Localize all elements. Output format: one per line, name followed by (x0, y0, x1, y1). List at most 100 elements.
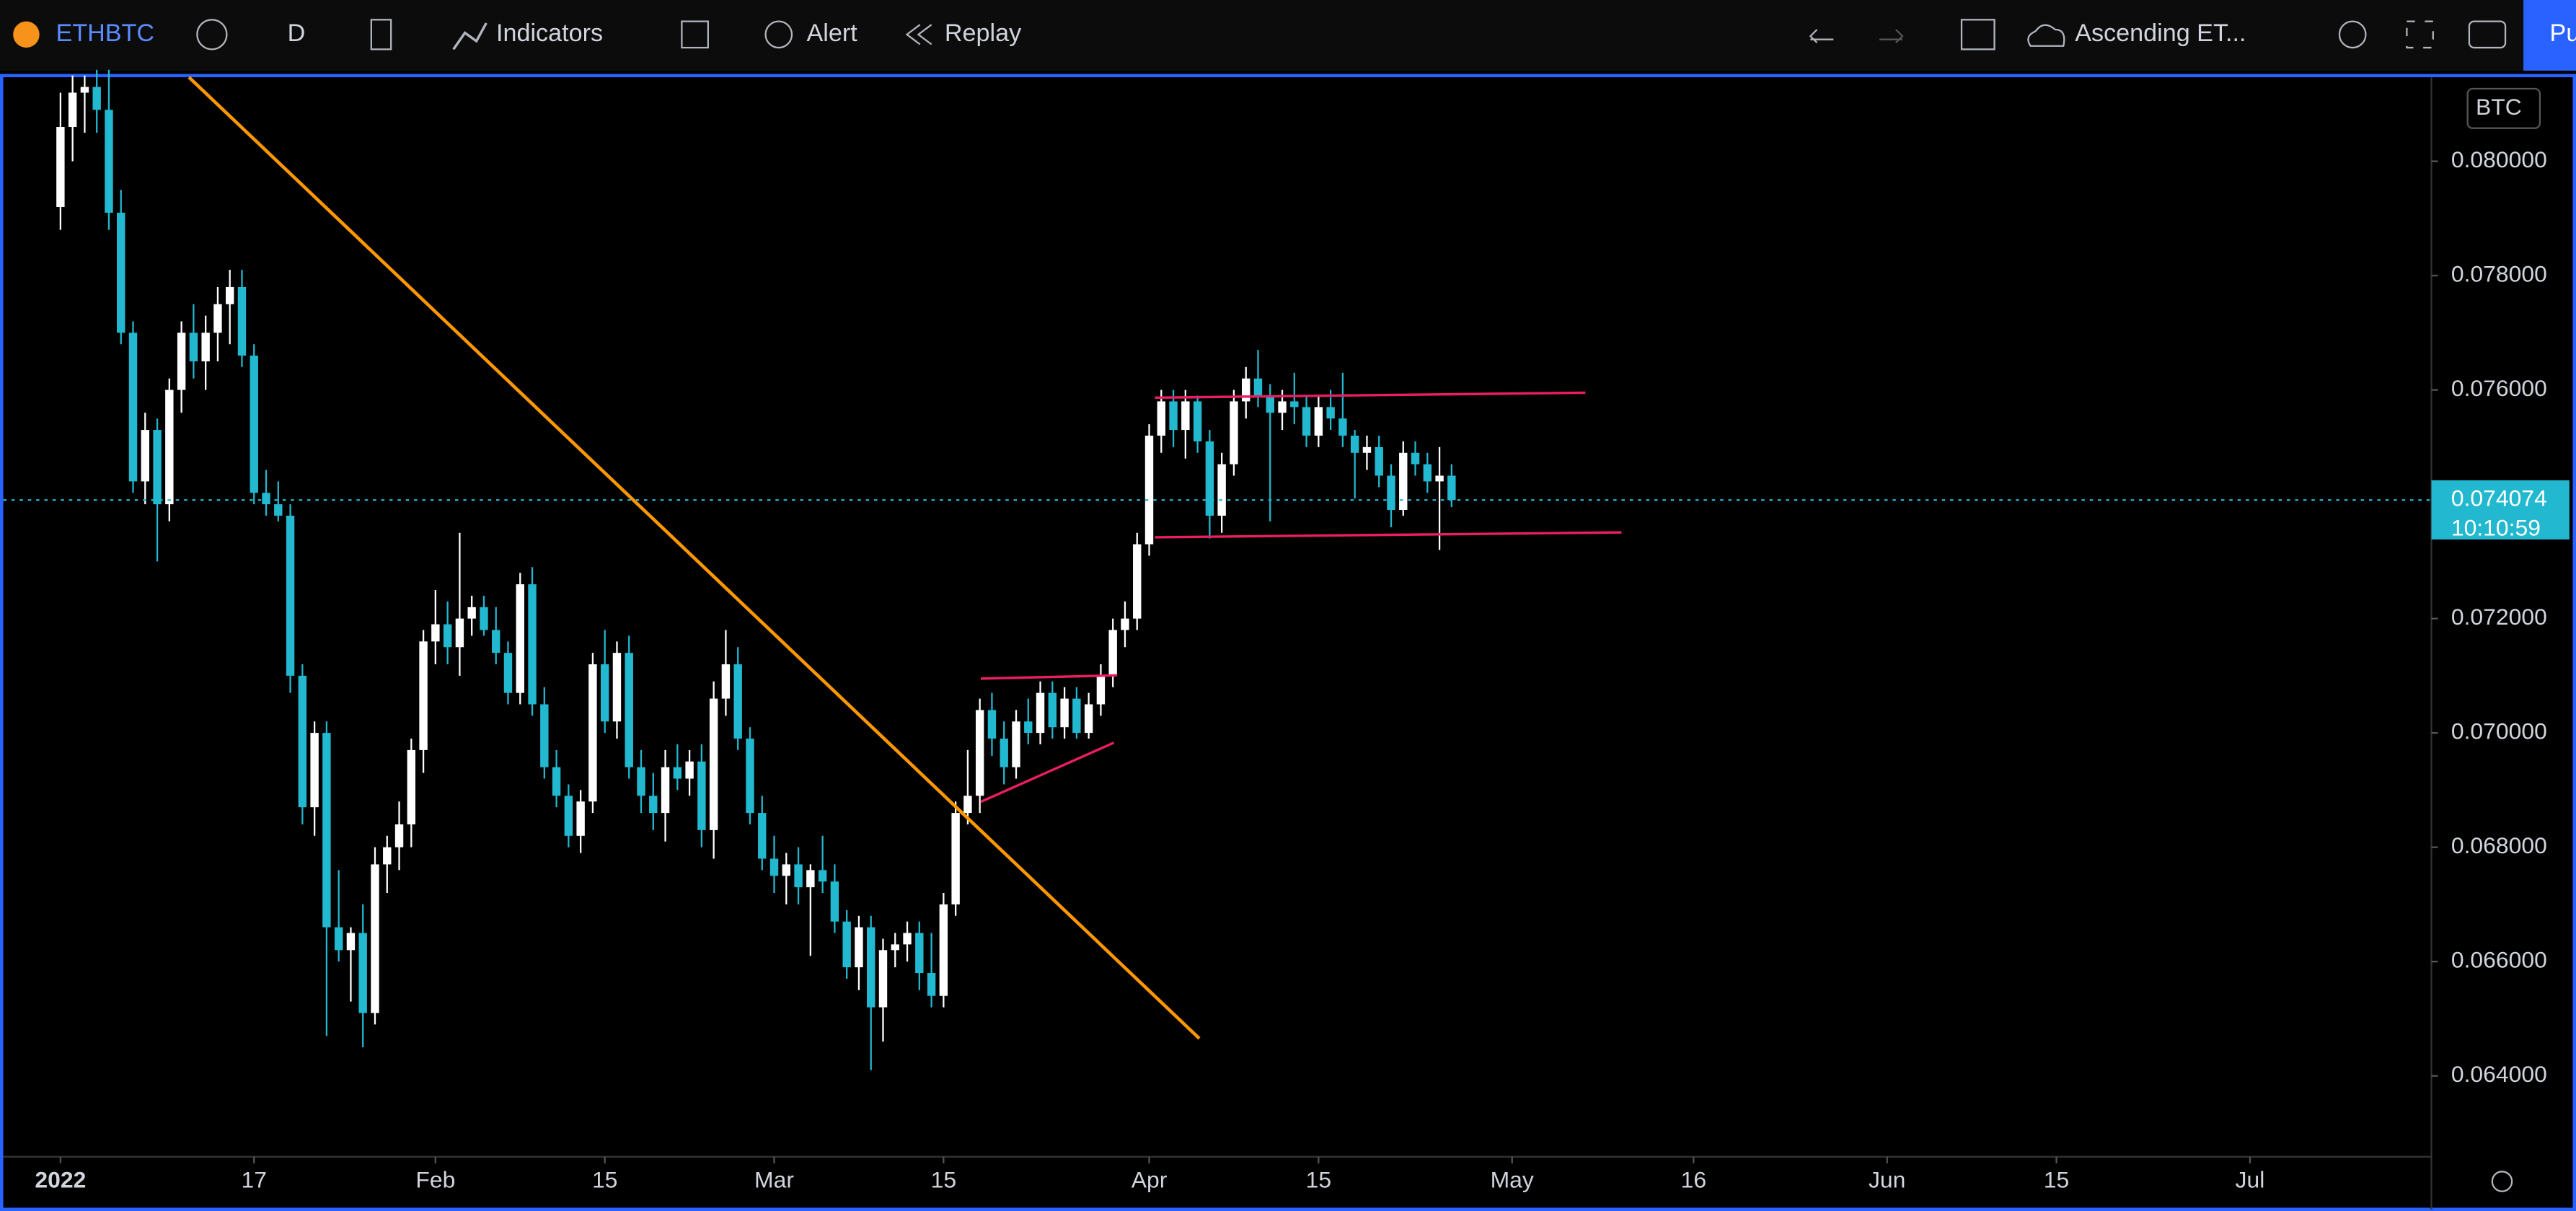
candle-body (576, 801, 585, 836)
candle-body (1060, 698, 1069, 728)
candle-body (794, 864, 803, 888)
candle-body (1290, 401, 1299, 408)
y-tick-label: 0.064000 (2451, 1061, 2547, 1087)
candle-body (492, 630, 500, 653)
x-tick-label: 15 (931, 1166, 956, 1192)
candle-body (1350, 436, 1359, 453)
candle-body (1375, 446, 1383, 476)
candle-body (1314, 407, 1323, 436)
indicators-icon (452, 22, 488, 50)
candle-body (673, 767, 682, 779)
candle-body (685, 761, 694, 779)
settings-icon[interactable] (2338, 20, 2367, 49)
candle-body (274, 504, 283, 516)
candle-body (552, 767, 561, 796)
x-tick-label: Mar (754, 1166, 794, 1192)
candle-body (878, 950, 888, 1008)
interval[interactable]: D (288, 19, 306, 47)
publish-button[interactable] (2523, 0, 2576, 71)
trendline (980, 674, 1118, 680)
currency-button[interactable] (2466, 87, 2541, 129)
candle-body (1133, 544, 1142, 619)
candle-body (503, 653, 513, 693)
y-tick-label: 0.066000 (2451, 947, 2547, 973)
fullscreen-icon[interactable] (2406, 20, 2434, 49)
toolbar: ETHBTC D Indicators Alert Replay Ascendi… (0, 0, 2576, 71)
indicators[interactable]: Indicators (496, 19, 603, 47)
candle-body (612, 653, 622, 722)
candle-body (286, 515, 295, 676)
candle-body (818, 870, 827, 882)
x-tick-label: May (1491, 1166, 1534, 1192)
candle-body (1326, 407, 1335, 419)
candle-body (225, 286, 234, 304)
alert[interactable]: Alert (807, 19, 858, 47)
candle-body (394, 824, 404, 847)
candle-body (165, 389, 174, 505)
candle-body (528, 584, 537, 705)
x-tick-label: Apr (1132, 1166, 1168, 1192)
countdown: 10:10:59 (2451, 515, 2541, 541)
axis-settings-icon[interactable] (2491, 1171, 2513, 1192)
candle-body (383, 847, 392, 865)
candle-body (334, 927, 343, 951)
y-tick-label: 0.080000 (2451, 146, 2547, 172)
layout-icon[interactable] (1960, 19, 1995, 50)
cloud-icon (2027, 24, 2065, 47)
replay[interactable]: Replay (945, 19, 1022, 47)
y-tick-label: 0.078000 (2451, 261, 2547, 287)
x-tick-label: Jul (2236, 1166, 2265, 1192)
candle-body (842, 921, 851, 968)
trendline (188, 76, 1201, 1040)
templates-icon[interactable] (681, 20, 709, 49)
candle-body (105, 110, 113, 213)
candle-body (250, 356, 258, 493)
undo-icon[interactable] (1809, 29, 1834, 44)
candle-body (830, 881, 839, 922)
candle-body (1230, 401, 1238, 464)
trendline (980, 741, 1115, 803)
layout-name[interactable]: Ascending ET... (2075, 19, 2246, 47)
candle-body (1012, 721, 1020, 767)
candle-body (346, 933, 356, 951)
add-icon[interactable] (196, 19, 228, 50)
replay-icon (905, 24, 932, 45)
x-tick-label: Feb (415, 1166, 455, 1192)
y-tick-label: 0.076000 (2451, 375, 2547, 401)
chart-type-icon[interactable] (370, 19, 392, 50)
candle-body (987, 710, 997, 739)
candle-body (855, 927, 863, 968)
candle-body (431, 624, 440, 642)
candle-body (1435, 475, 1444, 482)
candle-body (564, 796, 573, 836)
candle-body (298, 675, 307, 808)
candle-body (1423, 464, 1432, 482)
candle-body (927, 973, 936, 996)
candle-body (1096, 675, 1106, 705)
symbol[interactable]: ETHBTC (56, 19, 154, 47)
redo-icon[interactable] (1879, 29, 1904, 44)
plot: 0.064000 0.066000 0.068000 0.070000 0.072000… (3, 69, 2570, 1192)
symbol-icon (13, 21, 40, 48)
screenshot-icon[interactable] (2468, 20, 2507, 49)
candle-body (141, 430, 149, 482)
toolbar-bg (0, 0, 2576, 71)
candle-body (1411, 452, 1420, 464)
candle-body (1036, 692, 1045, 734)
candle-body (758, 813, 767, 859)
candle-body (915, 933, 924, 974)
candle-body (480, 607, 488, 630)
candle-body (407, 749, 416, 824)
candle-body (1302, 407, 1311, 436)
candle-body (1399, 452, 1408, 511)
currency[interactable]: BTC (2476, 94, 2522, 120)
x-tick-label: 15 (592, 1166, 617, 1192)
chart-frame (0, 74, 2576, 1211)
x-tick-label: 17 (242, 1166, 267, 1192)
candle-body (600, 664, 609, 722)
publish[interactable]: Pu (2550, 19, 2576, 47)
x-tick-label: 15 (2044, 1166, 2069, 1192)
candle-body (649, 796, 658, 814)
